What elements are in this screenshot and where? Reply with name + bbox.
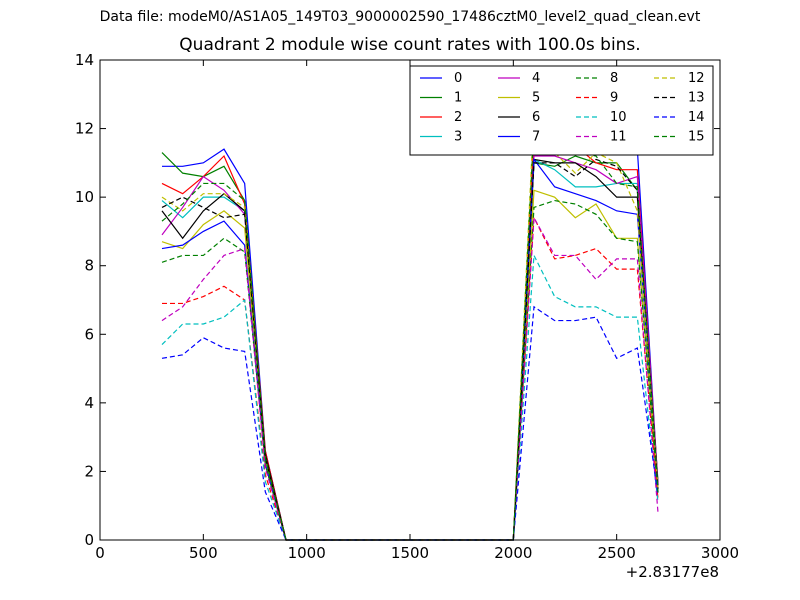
- series-line-12: [161, 109, 659, 541]
- legend-label-0: 0: [454, 71, 462, 86]
- y-tick-label: 6: [84, 325, 94, 343]
- y-tick-label: 0: [84, 531, 94, 549]
- y-tick-label: 2: [84, 462, 94, 480]
- legend-label-3: 3: [454, 130, 462, 145]
- y-tick-label: 12: [75, 120, 94, 138]
- y-tick-label: 14: [75, 51, 94, 69]
- series-line-0: [162, 117, 659, 541]
- legend-label-10: 10: [610, 110, 627, 125]
- series-line-9: [162, 215, 659, 541]
- legend-label-1: 1: [454, 91, 462, 106]
- legend-label-2: 2: [454, 110, 462, 125]
- y-tick-label: 10: [75, 188, 94, 206]
- series-line-1: [161, 152, 659, 541]
- series-line-8: [161, 199, 659, 541]
- series-line-14: [161, 305, 659, 541]
- x-tick-label: 0: [95, 544, 105, 562]
- legend-label-5: 5: [532, 91, 540, 106]
- x-offset-label: +2.83177e8: [625, 563, 719, 581]
- y-tick-label: 8: [84, 257, 94, 275]
- legend-label-4: 4: [532, 71, 540, 86]
- chart-title: Quadrant 2 module wise count rates with …: [179, 35, 641, 55]
- x-tick-label: 2500: [598, 544, 636, 562]
- legend-label-14: 14: [688, 110, 705, 125]
- legend-label-9: 9: [610, 91, 618, 106]
- figure-suptitle: Data file: modeM0/AS1A05_149T03_90000025…: [99, 9, 701, 25]
- legend-label-13: 13: [688, 91, 705, 106]
- y-tick-label: 4: [84, 394, 94, 412]
- legend-label-12: 12: [688, 71, 705, 86]
- series-line-4: [161, 155, 659, 541]
- legend-label-7: 7: [532, 130, 540, 145]
- series-lines: [161, 109, 659, 541]
- series-line-5: [161, 189, 659, 541]
- legend-label-6: 6: [532, 110, 540, 125]
- series-line-10: [161, 253, 659, 541]
- series-line-13: [161, 158, 659, 541]
- x-tick-label: 1500: [391, 544, 429, 562]
- x-tick-label: 500: [189, 544, 218, 562]
- x-tick-label: 3000: [701, 544, 739, 562]
- legend-box: [409, 65, 714, 156]
- legend-label-15: 15: [688, 130, 705, 145]
- legend-label-8: 8: [610, 71, 618, 86]
- series-line-11: [161, 215, 659, 541]
- x-tick-label: 1000: [288, 544, 326, 562]
- x-tick-label: 2000: [494, 544, 532, 562]
- legend-label-11: 11: [610, 130, 627, 145]
